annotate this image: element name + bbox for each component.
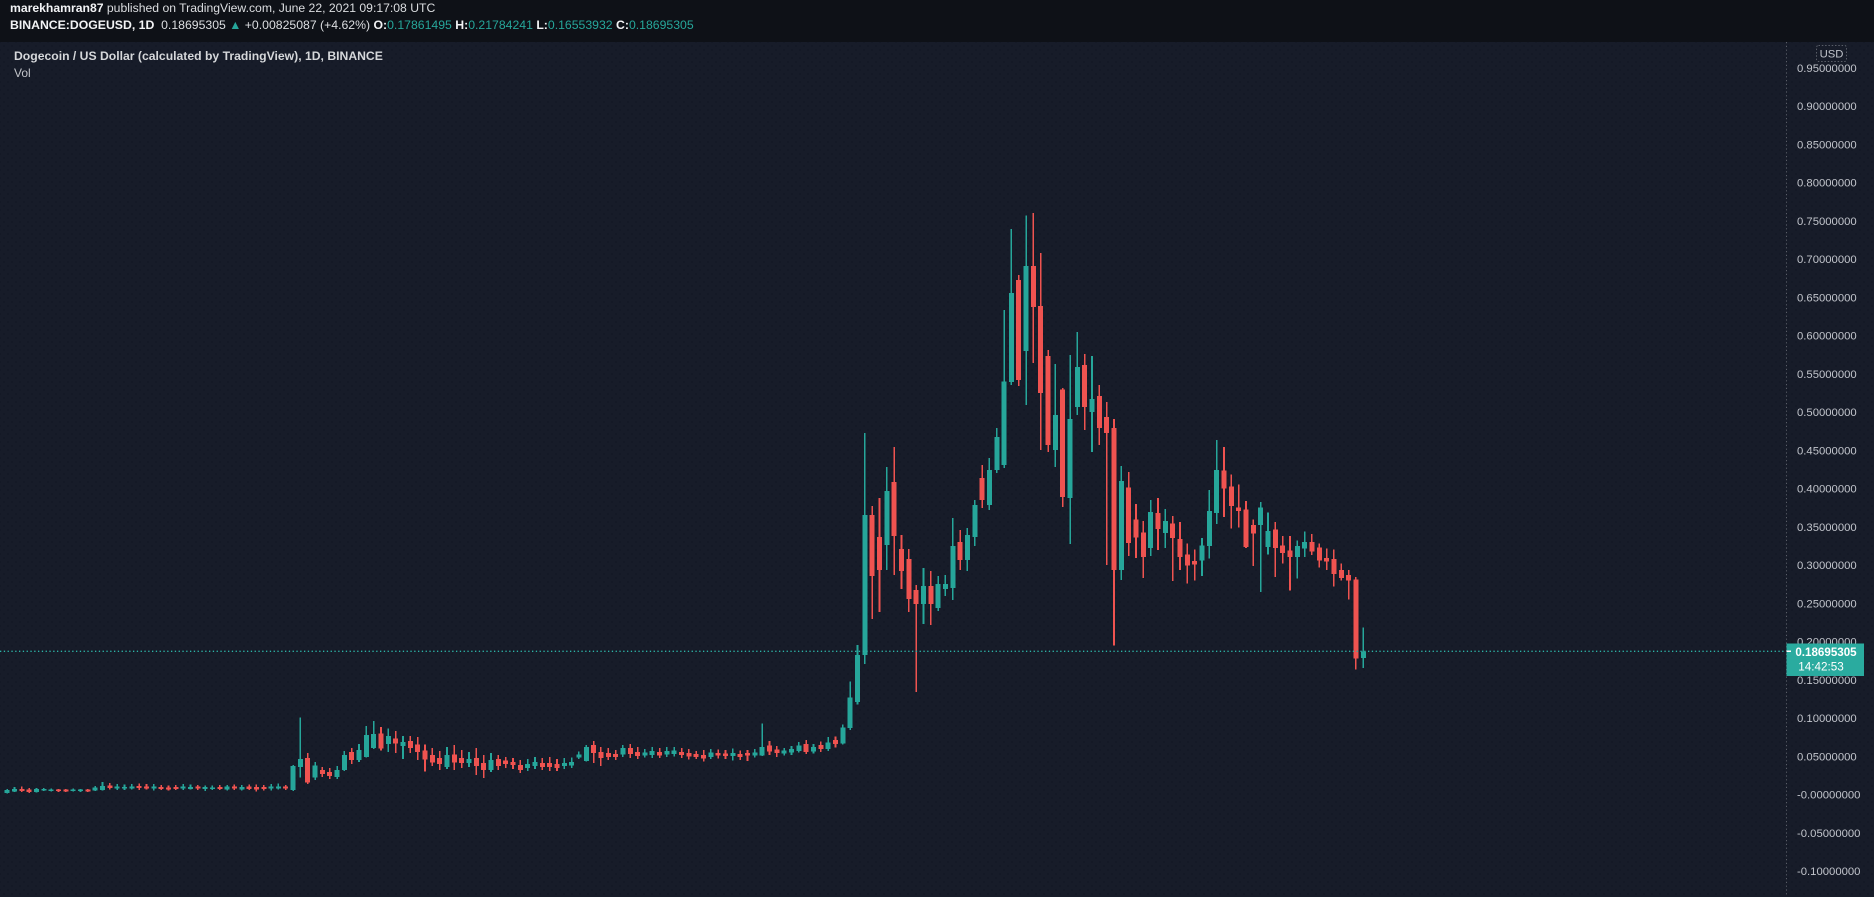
svg-text:0.10000000: 0.10000000 xyxy=(1797,713,1857,725)
svg-text:0.70000000: 0.70000000 xyxy=(1797,254,1857,266)
svg-text:-0.00000000: -0.00000000 xyxy=(1797,790,1860,802)
svg-text:0.55000000: 0.55000000 xyxy=(1797,369,1857,381)
svg-text:0.40000000: 0.40000000 xyxy=(1797,484,1857,496)
svg-text:0.30000000: 0.30000000 xyxy=(1797,560,1857,572)
svg-text:0.60000000: 0.60000000 xyxy=(1797,331,1857,343)
svg-text:0.75000000: 0.75000000 xyxy=(1797,216,1857,228)
svg-text:0.05000000: 0.05000000 xyxy=(1797,751,1857,763)
svg-text:USD: USD xyxy=(1820,49,1844,61)
svg-text:0.35000000: 0.35000000 xyxy=(1797,522,1857,534)
svg-text:0.45000000: 0.45000000 xyxy=(1797,445,1857,457)
svg-text:0.25000000: 0.25000000 xyxy=(1797,598,1857,610)
svg-text:14:42:53: 14:42:53 xyxy=(1798,661,1844,674)
svg-text:0.65000000: 0.65000000 xyxy=(1797,292,1857,304)
svg-text:0.85000000: 0.85000000 xyxy=(1797,140,1857,152)
svg-text:0.95000000: 0.95000000 xyxy=(1797,63,1857,75)
svg-text:-0.10000000: -0.10000000 xyxy=(1797,866,1860,878)
svg-text:0.90000000: 0.90000000 xyxy=(1797,101,1857,113)
svg-text:0.80000000: 0.80000000 xyxy=(1797,178,1857,190)
svg-text:0.18695305: 0.18695305 xyxy=(1795,646,1857,659)
svg-text:-0.05000000: -0.05000000 xyxy=(1797,828,1860,840)
svg-text:0.15000000: 0.15000000 xyxy=(1797,675,1857,687)
svg-text:0.50000000: 0.50000000 xyxy=(1797,407,1857,419)
